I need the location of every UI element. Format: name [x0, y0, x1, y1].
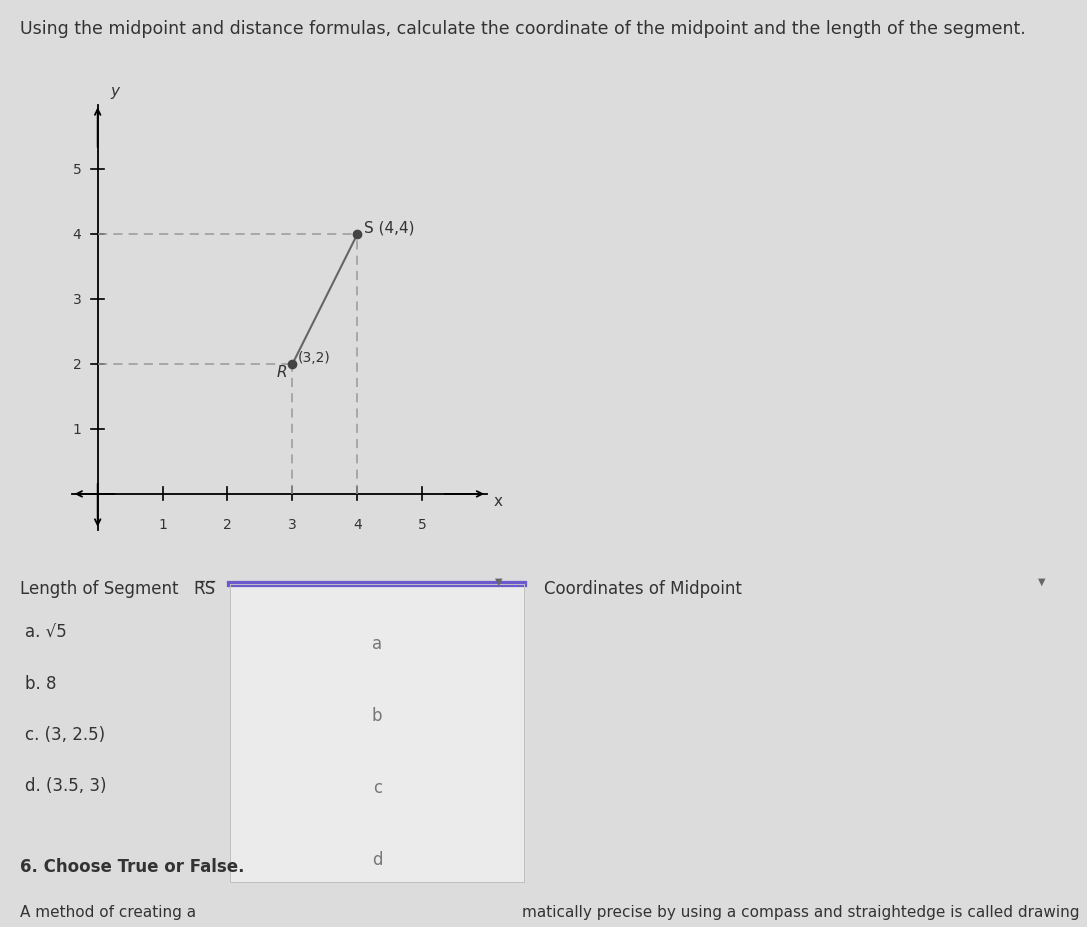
Text: 4: 4 [73, 228, 82, 242]
Text: 5: 5 [73, 163, 82, 177]
Text: Coordinates of Midpoint: Coordinates of Midpoint [544, 579, 741, 597]
Text: 4: 4 [353, 517, 362, 531]
Text: c: c [373, 778, 382, 796]
Text: a: a [372, 635, 383, 653]
Text: d. (3.5, 3): d. (3.5, 3) [25, 776, 107, 794]
Text: 6. Choose True or False.: 6. Choose True or False. [20, 857, 245, 875]
Text: (3,2): (3,2) [298, 350, 330, 364]
Text: 3: 3 [288, 517, 297, 531]
Text: a. √5: a. √5 [25, 623, 66, 641]
Text: 5: 5 [417, 517, 426, 531]
Text: Length of Segment: Length of Segment [20, 579, 184, 597]
Text: ▼: ▼ [1038, 577, 1046, 587]
Text: 1: 1 [73, 423, 82, 437]
Text: R: R [276, 364, 287, 379]
Text: R̅S̅: R̅S̅ [193, 579, 215, 597]
Text: 1: 1 [158, 517, 167, 531]
Text: b: b [372, 706, 383, 724]
Text: matically precise by using a compass and straightedge is called drawing: matically precise by using a compass and… [522, 904, 1079, 919]
Text: 2: 2 [223, 517, 232, 531]
Text: A method of creating a: A method of creating a [20, 904, 196, 919]
Text: Using the midpoint and distance formulas, calculate the coordinate of the midpoi: Using the midpoint and distance formulas… [20, 20, 1025, 38]
Text: 2: 2 [73, 358, 82, 372]
Text: ▼: ▼ [495, 577, 502, 587]
Text: b. 8: b. 8 [25, 674, 57, 692]
Text: x: x [493, 493, 502, 508]
Text: d: d [372, 850, 383, 868]
Text: 3: 3 [73, 293, 82, 307]
Text: S (4,4): S (4,4) [364, 220, 414, 235]
Text: y: y [111, 84, 120, 99]
Text: c. (3, 2.5): c. (3, 2.5) [25, 725, 105, 743]
